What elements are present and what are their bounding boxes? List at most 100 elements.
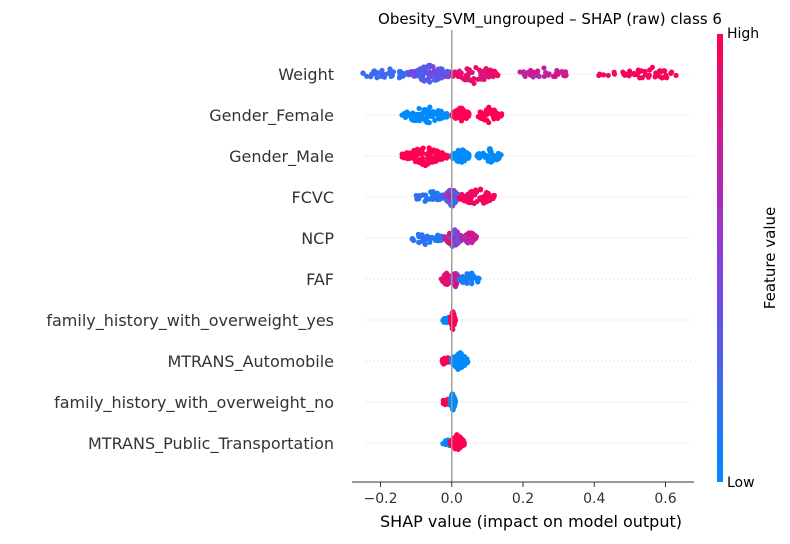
shap-point	[439, 150, 445, 156]
shap-point	[398, 73, 404, 79]
shap-point	[494, 111, 500, 118]
shap-point	[427, 239, 433, 245]
shap-point	[452, 111, 459, 117]
shap-point	[410, 149, 416, 155]
shap-point	[600, 72, 607, 78]
shap-point	[645, 74, 652, 80]
shap-point	[371, 71, 377, 77]
feature-points-gender-female	[399, 104, 505, 126]
x-tick-label: −0.2	[364, 491, 398, 507]
shap-point	[414, 146, 420, 152]
feature-points-mtrans-public-transportation	[440, 432, 467, 453]
shap-point	[458, 441, 465, 447]
shap-point	[451, 358, 457, 364]
shap-point	[473, 187, 479, 193]
shap-point	[457, 352, 463, 358]
shap-point	[486, 104, 492, 110]
shap-point	[401, 155, 407, 161]
shap-point	[474, 198, 480, 205]
shap-point	[647, 67, 653, 73]
shap-point	[453, 281, 459, 287]
shap-point	[422, 241, 428, 248]
shap-point	[434, 190, 440, 197]
shap-point	[487, 149, 493, 155]
shap-point	[469, 69, 475, 76]
shap-point	[421, 159, 427, 166]
feature-points-fcvc	[413, 186, 497, 209]
shap-point	[605, 72, 611, 79]
shap-point	[443, 193, 449, 199]
shap-point	[440, 400, 446, 407]
shap-point	[422, 198, 428, 204]
shap-point	[413, 117, 420, 123]
shap-point	[465, 155, 471, 161]
shap-point	[662, 68, 668, 74]
shap-point	[364, 73, 370, 79]
shap-points	[360, 62, 679, 453]
shap-point	[560, 69, 567, 75]
feature-label-gender-male: Gender_Male	[229, 147, 334, 167]
shap-point	[477, 186, 484, 192]
shap-point	[458, 193, 464, 200]
shap-point	[446, 187, 452, 194]
shap-point	[596, 72, 602, 79]
feature-label-ncp: NCP	[301, 229, 334, 248]
chart-title: Obesity_SVM_ungrouped – SHAP (raw) class…	[378, 10, 722, 29]
shap-point	[427, 69, 433, 75]
shap-point	[485, 110, 491, 116]
shap-point	[458, 118, 465, 124]
shap-point	[461, 357, 467, 363]
shap-point	[668, 69, 675, 75]
shap-point	[490, 73, 496, 80]
shap-point	[491, 107, 497, 113]
shap-point	[490, 196, 496, 202]
shap-point	[673, 72, 679, 79]
shap-point	[429, 159, 435, 165]
shap-point	[473, 64, 479, 71]
shap-point	[454, 235, 460, 241]
shap-point	[457, 110, 463, 116]
shap-point	[446, 230, 453, 236]
feature-label-fcvc: FCVC	[292, 188, 335, 207]
shap-point	[457, 275, 463, 281]
shap-point	[419, 66, 425, 72]
shap-point	[444, 238, 450, 244]
shap-point	[479, 115, 485, 122]
shap-point	[522, 73, 528, 79]
shap-point	[417, 151, 423, 157]
shap-point	[419, 115, 426, 121]
shap-point	[478, 151, 484, 157]
shap-point	[433, 196, 440, 202]
shap-point	[471, 80, 477, 87]
shap-point	[452, 318, 458, 324]
shap-point	[438, 75, 444, 81]
shap-point	[541, 65, 547, 71]
feature-label-mtrans-public-transportation: MTRANS_Public_Transportation	[88, 434, 334, 454]
feature-points-family-history-with-overweight-yes	[440, 309, 458, 333]
shap-point	[426, 145, 432, 151]
shap-point	[441, 355, 448, 361]
shap-point	[550, 73, 557, 80]
shap-point	[484, 194, 490, 200]
x-tick-label: 0.0	[441, 491, 463, 507]
shap-point	[437, 111, 443, 117]
shap-point	[495, 73, 501, 79]
shap-point	[652, 74, 658, 80]
shap-point	[431, 149, 437, 155]
shap-point	[411, 72, 417, 78]
shap-point	[452, 197, 458, 203]
shap-point	[457, 153, 463, 159]
shap-point	[439, 115, 445, 121]
shap-point	[491, 69, 497, 76]
shap-point	[379, 67, 385, 74]
shap-point	[438, 237, 444, 243]
shap-point	[465, 273, 472, 279]
shap-point	[459, 159, 465, 165]
shap-point	[452, 190, 458, 196]
shap-point	[536, 73, 542, 79]
feature-label-faf: FAF	[306, 270, 334, 289]
shap-point	[421, 110, 427, 116]
shap-point	[459, 279, 466, 285]
shap-point	[478, 70, 484, 77]
shap-point	[655, 70, 661, 76]
